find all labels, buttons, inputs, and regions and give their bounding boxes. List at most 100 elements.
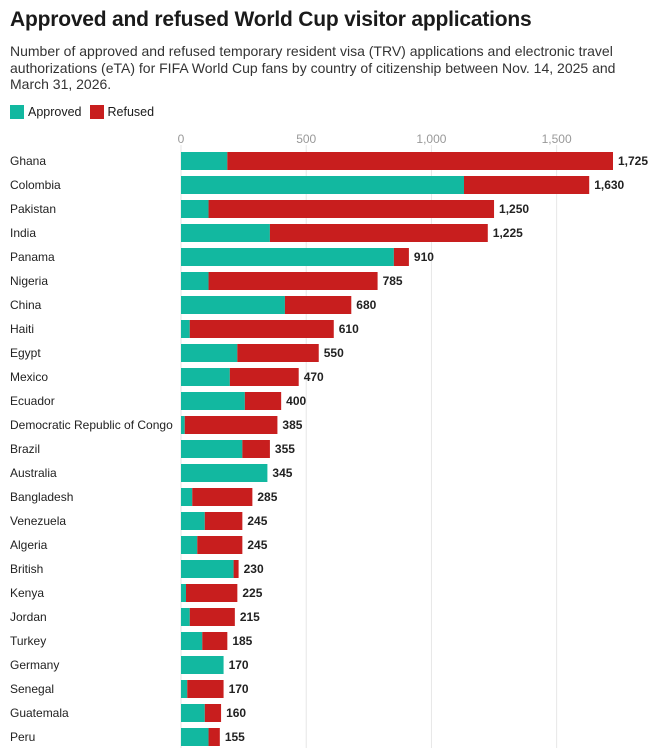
bar-approved (181, 248, 394, 266)
bar-refused (208, 200, 495, 218)
legend-swatch-refused (89, 105, 104, 119)
bar-approved (181, 512, 205, 530)
bar-approved (181, 368, 230, 386)
bar-refused (463, 176, 590, 194)
bar-refused (208, 728, 220, 746)
chart-title: Approved and refused World Cup visitor a… (10, 8, 532, 31)
category-label: Bangladesh (10, 490, 73, 504)
total-value-label: 550 (324, 346, 344, 360)
total-value-label: 155 (225, 730, 245, 744)
bar-refused (237, 344, 319, 362)
category-label: Australia (10, 466, 57, 480)
category-label: Turkey (10, 634, 46, 648)
category-label: Panama (10, 250, 55, 264)
chart-subtitle: Number of approved and refused temporary… (10, 43, 616, 92)
total-value-label: 285 (257, 490, 277, 504)
bar-refused (269, 224, 488, 242)
total-value-label: 215 (240, 610, 260, 624)
x-tick-label: 500 (296, 132, 316, 146)
total-value-label: 1,725 (618, 154, 648, 168)
total-value-label: 385 (282, 418, 302, 432)
bar-refused (184, 416, 278, 434)
bar-approved (181, 152, 228, 170)
total-value-label: 1,250 (499, 202, 529, 216)
bar-refused (204, 704, 222, 722)
legend: Approved Refused (10, 105, 162, 119)
bar-refused (192, 488, 253, 506)
total-value-label: 1,225 (493, 226, 523, 240)
total-value-label: 170 (229, 682, 249, 696)
total-value-label: 170 (229, 658, 249, 672)
category-label: Jordan (10, 610, 47, 624)
bar-approved (181, 536, 198, 554)
bar-refused (284, 296, 352, 314)
bar-approved (181, 392, 245, 410)
bar-approved (181, 704, 205, 722)
total-value-label: 910 (414, 250, 434, 264)
category-label: British (10, 562, 43, 576)
category-label: Nigeria (10, 274, 48, 288)
bar-approved (181, 200, 209, 218)
category-label: Egypt (10, 346, 41, 360)
bar-refused (189, 608, 235, 626)
bar-approved (181, 584, 187, 602)
category-label: Haiti (10, 322, 34, 336)
x-tick-label: 1,500 (542, 132, 572, 146)
bar-approved (181, 320, 190, 338)
bar-refused (197, 536, 243, 554)
total-value-label: 470 (304, 370, 324, 384)
category-label: Mexico (10, 370, 48, 384)
x-tick-label: 0 (178, 132, 185, 146)
bar-approved (181, 224, 270, 242)
bar-approved (181, 560, 234, 578)
total-value-label: 185 (232, 634, 252, 648)
category-label: Algeria (10, 538, 48, 552)
bar-refused (186, 584, 238, 602)
total-value-label: 400 (286, 394, 306, 408)
legend-item-refused: Refused (89, 105, 155, 119)
legend-swatch-approved (10, 105, 24, 119)
bar-refused (227, 152, 613, 170)
bar-approved (181, 344, 238, 362)
bar-refused (233, 560, 239, 578)
bar-approved (181, 176, 464, 194)
category-label: China (10, 298, 42, 312)
total-value-label: 345 (272, 466, 292, 480)
total-value-label: 225 (242, 586, 262, 600)
category-label: Guatemala (10, 706, 69, 720)
bar-refused (202, 632, 228, 650)
legend-item-approved: Approved (10, 105, 82, 119)
bar-approved (181, 296, 285, 314)
category-label: Peru (10, 730, 35, 744)
category-label: Venezuela (10, 514, 66, 528)
bar-approved (181, 656, 224, 674)
legend-label-refused: Refused (107, 105, 155, 119)
category-label: Ecuador (10, 394, 55, 408)
category-label: Pakistan (10, 202, 56, 216)
total-value-label: 245 (247, 514, 267, 528)
bar-refused (189, 320, 334, 338)
bar-refused (244, 392, 282, 410)
bar-approved (181, 272, 209, 290)
legend-label-approved: Approved (28, 105, 82, 119)
category-label: India (10, 226, 36, 240)
category-label: Germany (10, 658, 59, 672)
category-label: Senegal (10, 682, 54, 696)
bar-approved (181, 608, 190, 626)
bar-approved (181, 728, 209, 746)
bar-refused (393, 248, 409, 266)
total-value-label: 355 (275, 442, 295, 456)
bar-refused (242, 440, 270, 458)
total-value-label: 785 (383, 274, 403, 288)
x-tick-label: 1,000 (416, 132, 446, 146)
total-value-label: 610 (339, 322, 359, 336)
total-value-label: 1,630 (594, 178, 624, 192)
bar-refused (187, 680, 224, 698)
bar-approved (181, 632, 203, 650)
total-value-label: 230 (244, 562, 264, 576)
category-label: Democratic Republic of Congo (10, 418, 173, 432)
bar-refused (208, 272, 378, 290)
category-label: Colombia (10, 178, 61, 192)
bar-refused (204, 512, 243, 530)
